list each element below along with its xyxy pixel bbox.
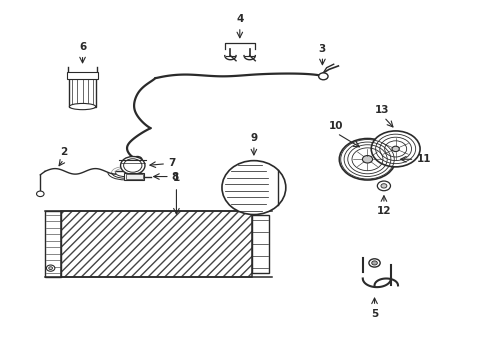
Text: 1: 1	[172, 174, 180, 184]
Text: 9: 9	[250, 133, 257, 143]
Text: 3: 3	[318, 44, 325, 54]
Circle shape	[339, 139, 395, 180]
Ellipse shape	[222, 161, 285, 215]
Text: 10: 10	[327, 121, 342, 131]
Bar	[124, 174, 144, 180]
Circle shape	[371, 261, 377, 265]
Text: 8: 8	[171, 172, 178, 181]
Circle shape	[318, 73, 327, 80]
Bar	[61, 211, 251, 277]
Text: 7: 7	[168, 158, 176, 168]
Bar	[251, 215, 269, 273]
Text: 11: 11	[416, 154, 430, 164]
Bar	[125, 175, 142, 179]
Bar	[45, 211, 61, 277]
Circle shape	[380, 184, 386, 188]
Circle shape	[46, 265, 55, 271]
Bar	[67, 72, 98, 79]
Circle shape	[370, 131, 419, 167]
Bar	[61, 211, 251, 277]
Circle shape	[49, 267, 52, 270]
Text: 2: 2	[60, 147, 67, 157]
Text: 6: 6	[79, 42, 86, 52]
Circle shape	[362, 156, 372, 163]
Circle shape	[37, 191, 44, 197]
Circle shape	[133, 157, 142, 163]
Circle shape	[121, 157, 144, 175]
Text: 5: 5	[370, 309, 377, 319]
Text: 12: 12	[376, 206, 390, 216]
Circle shape	[368, 259, 379, 267]
Circle shape	[123, 159, 142, 172]
Circle shape	[391, 146, 399, 152]
Text: 13: 13	[374, 105, 389, 115]
Bar	[69, 77, 96, 107]
Bar	[61, 211, 251, 277]
Ellipse shape	[69, 103, 96, 110]
Circle shape	[377, 181, 390, 191]
Text: 4: 4	[236, 14, 243, 24]
